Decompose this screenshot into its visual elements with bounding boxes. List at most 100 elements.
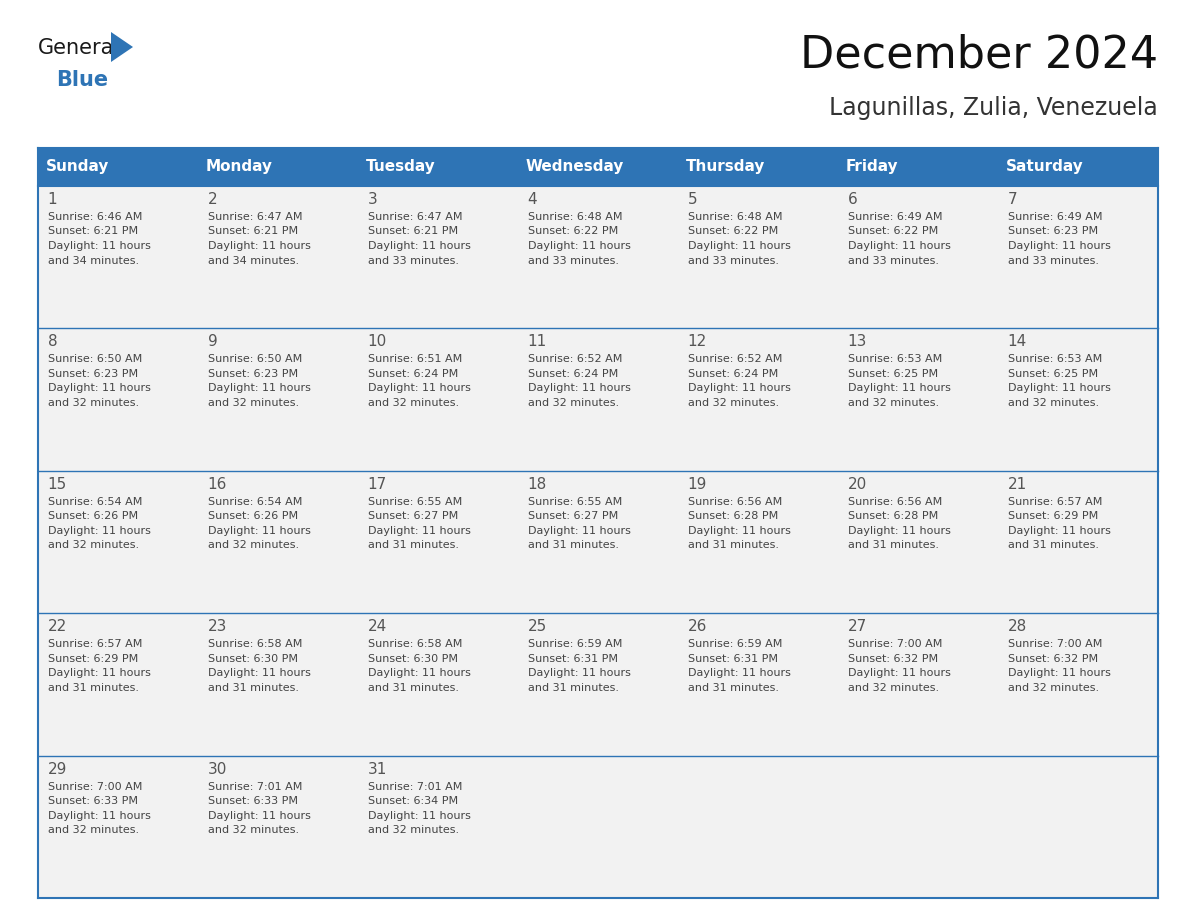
Text: and 32 minutes.: and 32 minutes. [1007,397,1099,408]
Text: Daylight: 11 hours: Daylight: 11 hours [1007,668,1111,678]
Bar [838,186,998,329]
Text: 20: 20 [847,476,867,492]
Text: Sunrise: 6:54 AM: Sunrise: 6:54 AM [48,497,143,507]
Text: Sunset: 6:23 PM: Sunset: 6:23 PM [1007,227,1098,237]
Text: Tuesday: Tuesday [366,160,436,174]
Text: Sunrise: 6:58 AM: Sunrise: 6:58 AM [208,639,302,649]
Text: Monday: Monday [206,160,273,174]
Text: Sunset: 6:32 PM: Sunset: 6:32 PM [1007,654,1098,664]
Bar [358,186,518,329]
Text: 27: 27 [847,620,867,634]
Text: Sunset: 6:28 PM: Sunset: 6:28 PM [688,511,778,521]
Text: Daylight: 11 hours: Daylight: 11 hours [527,526,631,536]
Text: and 32 minutes.: and 32 minutes. [208,541,298,550]
Text: Sunrise: 6:52 AM: Sunrise: 6:52 AM [688,354,782,364]
Text: Daylight: 11 hours: Daylight: 11 hours [527,384,631,394]
Text: Daylight: 11 hours: Daylight: 11 hours [48,384,151,394]
Bar [998,613,1158,756]
Bar [518,471,678,613]
Text: Daylight: 11 hours: Daylight: 11 hours [1007,241,1111,251]
Bar [518,329,678,471]
Text: and 32 minutes.: and 32 minutes. [48,541,139,550]
Text: and 31 minutes.: and 31 minutes. [527,541,619,550]
Bar [838,756,998,898]
Text: and 32 minutes.: and 32 minutes. [208,397,298,408]
Text: Daylight: 11 hours: Daylight: 11 hours [847,384,950,394]
Text: Sunrise: 6:47 AM: Sunrise: 6:47 AM [208,212,302,222]
Text: and 31 minutes.: and 31 minutes. [48,683,139,693]
Text: 22: 22 [48,620,67,634]
Text: and 32 minutes.: and 32 minutes. [208,825,298,835]
Text: and 32 minutes.: and 32 minutes. [847,397,939,408]
Text: and 32 minutes.: and 32 minutes. [847,683,939,693]
Text: Daylight: 11 hours: Daylight: 11 hours [688,241,790,251]
Text: and 33 minutes.: and 33 minutes. [1007,255,1099,265]
Text: 7: 7 [1007,192,1017,207]
Text: and 33 minutes.: and 33 minutes. [367,255,459,265]
Text: and 31 minutes.: and 31 minutes. [208,683,298,693]
Text: 17: 17 [367,476,387,492]
Bar [358,329,518,471]
Text: Sunrise: 6:47 AM: Sunrise: 6:47 AM [367,212,462,222]
Text: 11: 11 [527,334,546,350]
Text: 23: 23 [208,620,227,634]
Text: Lagunillas, Zulia, Venezuela: Lagunillas, Zulia, Venezuela [829,96,1158,120]
Text: and 31 minutes.: and 31 minutes. [688,541,778,550]
Text: Daylight: 11 hours: Daylight: 11 hours [208,668,310,678]
Text: Sunrise: 6:49 AM: Sunrise: 6:49 AM [847,212,942,222]
Bar [838,471,998,613]
Text: Daylight: 11 hours: Daylight: 11 hours [367,526,470,536]
Bar [518,756,678,898]
Text: and 33 minutes.: and 33 minutes. [527,255,619,265]
Text: 18: 18 [527,476,546,492]
Bar [358,613,518,756]
Text: and 32 minutes.: and 32 minutes. [48,397,139,408]
Text: Sunrise: 7:00 AM: Sunrise: 7:00 AM [48,781,143,791]
Bar [198,329,358,471]
Text: Sunset: 6:31 PM: Sunset: 6:31 PM [688,654,778,664]
Text: and 32 minutes.: and 32 minutes. [367,397,459,408]
Text: 8: 8 [48,334,57,350]
Text: 5: 5 [688,192,697,207]
Text: Sunset: 6:21 PM: Sunset: 6:21 PM [367,227,457,237]
Text: 21: 21 [1007,476,1026,492]
Bar [678,471,838,613]
Text: Saturday: Saturday [1006,160,1083,174]
Text: Thursday: Thursday [685,160,765,174]
Text: Sunset: 6:26 PM: Sunset: 6:26 PM [208,511,298,521]
Bar [358,756,518,898]
Text: 9: 9 [208,334,217,350]
Text: and 33 minutes.: and 33 minutes. [847,255,939,265]
Text: Daylight: 11 hours: Daylight: 11 hours [1007,384,1111,394]
Text: Sunrise: 6:59 AM: Sunrise: 6:59 AM [688,639,782,649]
Text: Sunset: 6:27 PM: Sunset: 6:27 PM [527,511,618,521]
Text: Sunrise: 6:48 AM: Sunrise: 6:48 AM [527,212,623,222]
Bar [998,471,1158,613]
Bar [998,756,1158,898]
Text: Sunset: 6:21 PM: Sunset: 6:21 PM [48,227,138,237]
Text: Daylight: 11 hours: Daylight: 11 hours [48,241,151,251]
Text: Daylight: 11 hours: Daylight: 11 hours [208,526,310,536]
Text: Daylight: 11 hours: Daylight: 11 hours [367,241,470,251]
Text: Sunset: 6:22 PM: Sunset: 6:22 PM [847,227,937,237]
Text: Sunrise: 6:55 AM: Sunrise: 6:55 AM [527,497,621,507]
Text: Sunrise: 7:00 AM: Sunrise: 7:00 AM [1007,639,1102,649]
Bar [38,186,198,329]
Text: and 32 minutes.: and 32 minutes. [527,397,619,408]
Text: Sunrise: 6:53 AM: Sunrise: 6:53 AM [1007,354,1101,364]
Text: Sunset: 6:23 PM: Sunset: 6:23 PM [208,369,298,379]
Text: Daylight: 11 hours: Daylight: 11 hours [367,811,470,821]
Text: Sunset: 6:24 PM: Sunset: 6:24 PM [367,369,457,379]
Text: Sunrise: 6:52 AM: Sunrise: 6:52 AM [527,354,623,364]
Bar [358,471,518,613]
Text: Friday: Friday [846,160,898,174]
Bar [678,186,838,329]
Text: Daylight: 11 hours: Daylight: 11 hours [688,668,790,678]
Text: 28: 28 [1007,620,1026,634]
Text: Daylight: 11 hours: Daylight: 11 hours [1007,526,1111,536]
Text: 19: 19 [688,476,707,492]
Text: and 32 minutes.: and 32 minutes. [688,397,778,408]
Text: 1: 1 [48,192,57,207]
Text: Sunrise: 6:50 AM: Sunrise: 6:50 AM [208,354,302,364]
Text: Sunset: 6:24 PM: Sunset: 6:24 PM [688,369,778,379]
